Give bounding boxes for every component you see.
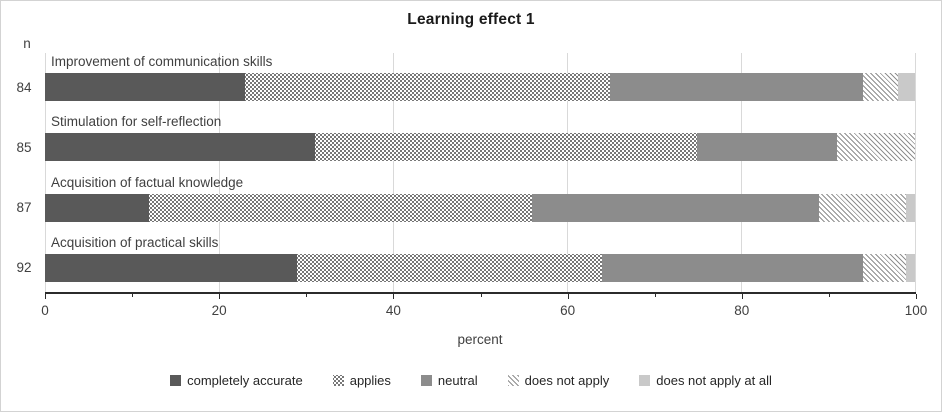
- legend-label: does not apply at all: [656, 373, 772, 388]
- legend-label: completely accurate: [187, 373, 303, 388]
- bar-segment: [45, 193, 150, 222]
- minor-tick-70: [654, 294, 656, 297]
- bar-row: Acquisition of factual knowledge: [45, 174, 915, 234]
- bar-segment: [149, 193, 533, 222]
- minor-tick-50: [480, 294, 482, 297]
- x-tick-label: 0: [41, 303, 49, 318]
- bar-segment: [836, 133, 915, 162]
- major-tick-0: [45, 294, 46, 299]
- n-value: 92: [16, 260, 32, 276]
- legend-item: does not apply at all: [639, 373, 772, 388]
- bar-segment: [897, 73, 915, 101]
- n-value: 87: [16, 200, 32, 215]
- stacked-bar: [45, 133, 915, 162]
- x-axis-ticks: [45, 294, 917, 300]
- gridlines-layer: [45, 53, 916, 294]
- category-label: Improvement of communication skills: [51, 54, 273, 69]
- bars-layer: Improvement of communication skills Stimu…: [45, 53, 915, 294]
- bar-row: Acquisition of practical skills: [45, 234, 915, 294]
- major-tick-80: [741, 294, 743, 299]
- bar-segment: [45, 133, 315, 162]
- legend-swatch: [420, 375, 432, 386]
- x-axis-line: [45, 292, 916, 294]
- n-axis-label: n: [23, 36, 31, 51]
- stacked-bar: [45, 73, 915, 101]
- minor-tick-30: [306, 294, 308, 297]
- gridline-80: [741, 53, 742, 294]
- legend-label: applies: [349, 373, 391, 388]
- bar-row: Stimulation for self-reflection: [45, 113, 915, 173]
- x-tick-label: 20: [211, 303, 227, 318]
- major-tick-60: [567, 294, 569, 299]
- legend-label: neutral: [437, 373, 478, 388]
- major-tick-20: [219, 294, 221, 299]
- bar-segment: [601, 253, 863, 282]
- x-tick-label: 100: [904, 303, 928, 318]
- bar-segment: [862, 253, 907, 282]
- minor-tick-10: [132, 294, 134, 297]
- n-value: 85: [16, 139, 32, 155]
- legend-item: applies: [332, 373, 391, 388]
- bar-segment: [610, 73, 863, 101]
- legend-swatch: [170, 375, 182, 386]
- legend-swatch: [507, 375, 519, 386]
- gridline-0: [45, 53, 46, 294]
- x-tick-label: 40: [385, 303, 401, 318]
- legend-swatch: [332, 375, 344, 386]
- bar-segment: [45, 73, 246, 101]
- bar-segment: [906, 253, 915, 282]
- category-label: Acquisition of factual knowledge: [51, 174, 244, 190]
- bar-segment: [245, 73, 611, 101]
- bar-segment: [819, 193, 907, 222]
- category-label: Stimulation for self-reflection: [51, 114, 222, 130]
- legend-label: does not apply: [524, 373, 610, 388]
- stacked-bar: [45, 253, 915, 282]
- legend: completely accurate applies neutral does no…: [1, 373, 941, 388]
- minor-tick-90: [828, 294, 830, 297]
- plot-area: Improvement of communication skills Stimu…: [45, 53, 916, 294]
- x-axis-tick-labels: 0 20 40 60 80 100: [41, 303, 927, 319]
- legend-item: completely accurate: [170, 373, 303, 388]
- gridline-40: [393, 53, 394, 294]
- x-tick-label: 80: [734, 303, 750, 318]
- category-label: Acquisition of practical skills: [51, 234, 219, 250]
- bar-row: Improvement of communication skills: [45, 53, 915, 113]
- stacked-bar: [45, 193, 915, 222]
- bar-segment: [532, 193, 820, 222]
- bar-segment: [45, 253, 298, 282]
- bar-segment: [862, 73, 898, 101]
- x-axis-title: percent: [457, 332, 503, 347]
- major-tick-100: [916, 294, 917, 299]
- gridline-60: [567, 53, 568, 294]
- bar-segment: [297, 253, 602, 282]
- n-values-column: 84 85 87 92: [7, 53, 41, 294]
- major-tick-40: [393, 294, 395, 299]
- gridline-100: [915, 53, 916, 294]
- gridline-20: [219, 53, 220, 294]
- legend-item: neutral: [420, 373, 478, 388]
- bar-segment: [697, 133, 837, 162]
- legend-item: does not apply: [507, 373, 610, 388]
- bar-segment: [906, 193, 915, 222]
- chart-title: Learning effect 1: [407, 11, 535, 28]
- legend-swatch: [639, 375, 651, 386]
- x-tick-label: 60: [560, 303, 576, 318]
- bar-segment: [314, 133, 698, 162]
- n-value: 84: [16, 79, 32, 95]
